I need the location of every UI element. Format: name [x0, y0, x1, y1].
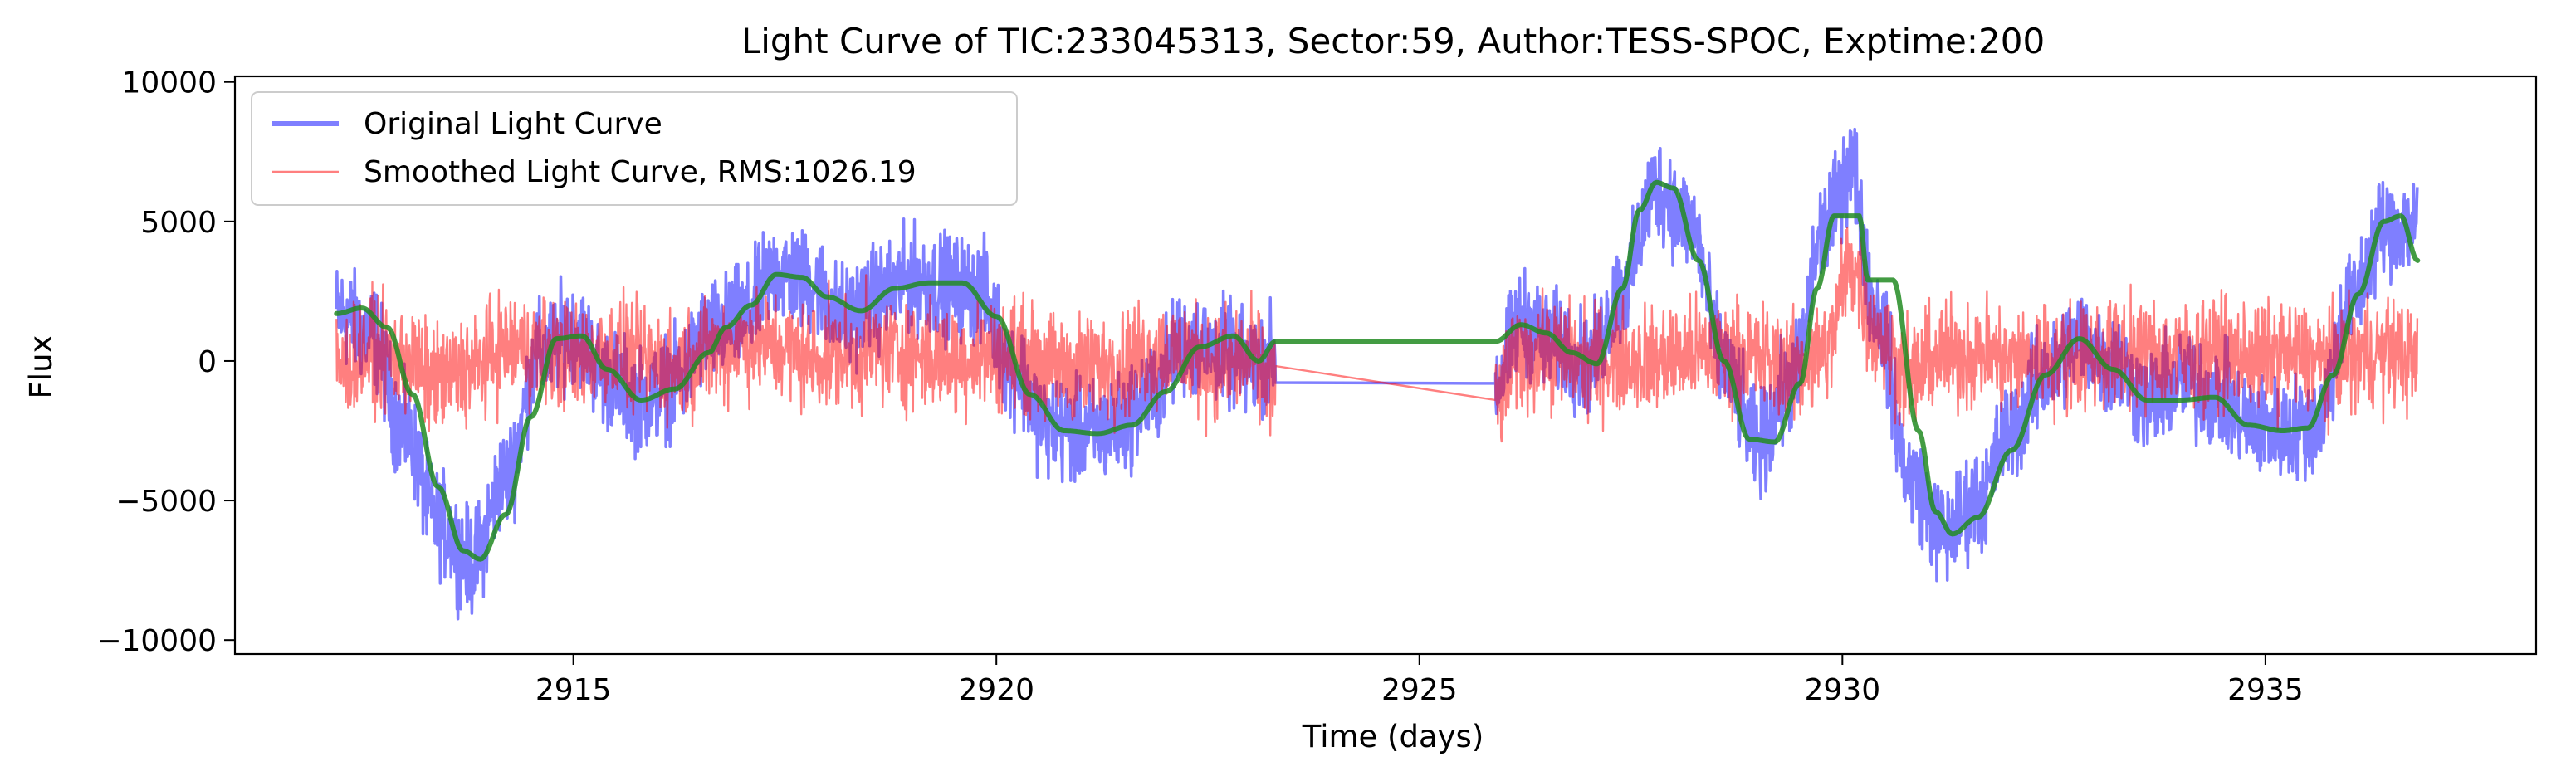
chart-title: Light Curve of TIC:233045313, Sector:59,… — [741, 21, 2045, 61]
series-smoothed-light-curve — [335, 227, 2419, 443]
y-tick-label: 0 — [198, 345, 217, 379]
legend-box — [251, 91, 1018, 206]
series-layer — [334, 127, 2421, 621]
legend-label-original: Original Light Curve — [364, 107, 662, 141]
x-tick-label: 2930 — [1805, 673, 1881, 707]
y-tick-label: −5000 — [115, 485, 217, 519]
series-trend — [334, 179, 2421, 562]
y-tick-label: 10000 — [121, 66, 217, 100]
plot-frame — [233, 75, 2538, 656]
legend: Original Light Curve Smoothed Light Curv… — [251, 91, 1018, 206]
x-tick-label: 2935 — [2227, 673, 2304, 707]
x-axis: 2915 2920 2925 2930 2935 — [535, 654, 2304, 707]
y-tick-label: −10000 — [96, 624, 217, 658]
y-axis: −10000 −5000 0 5000 10000 — [96, 66, 235, 658]
x-axis-label: Time (days) — [1302, 719, 1484, 754]
x-tick-label: 2925 — [1381, 673, 1458, 707]
y-axis-label: Flux — [23, 335, 59, 399]
x-tick-label: 2920 — [958, 673, 1034, 707]
x-tick-label: 2915 — [535, 673, 612, 707]
y-tick-label: 5000 — [140, 206, 217, 240]
legend-label-smoothed: Smoothed Light Curve, RMS:1026.19 — [364, 155, 917, 189]
